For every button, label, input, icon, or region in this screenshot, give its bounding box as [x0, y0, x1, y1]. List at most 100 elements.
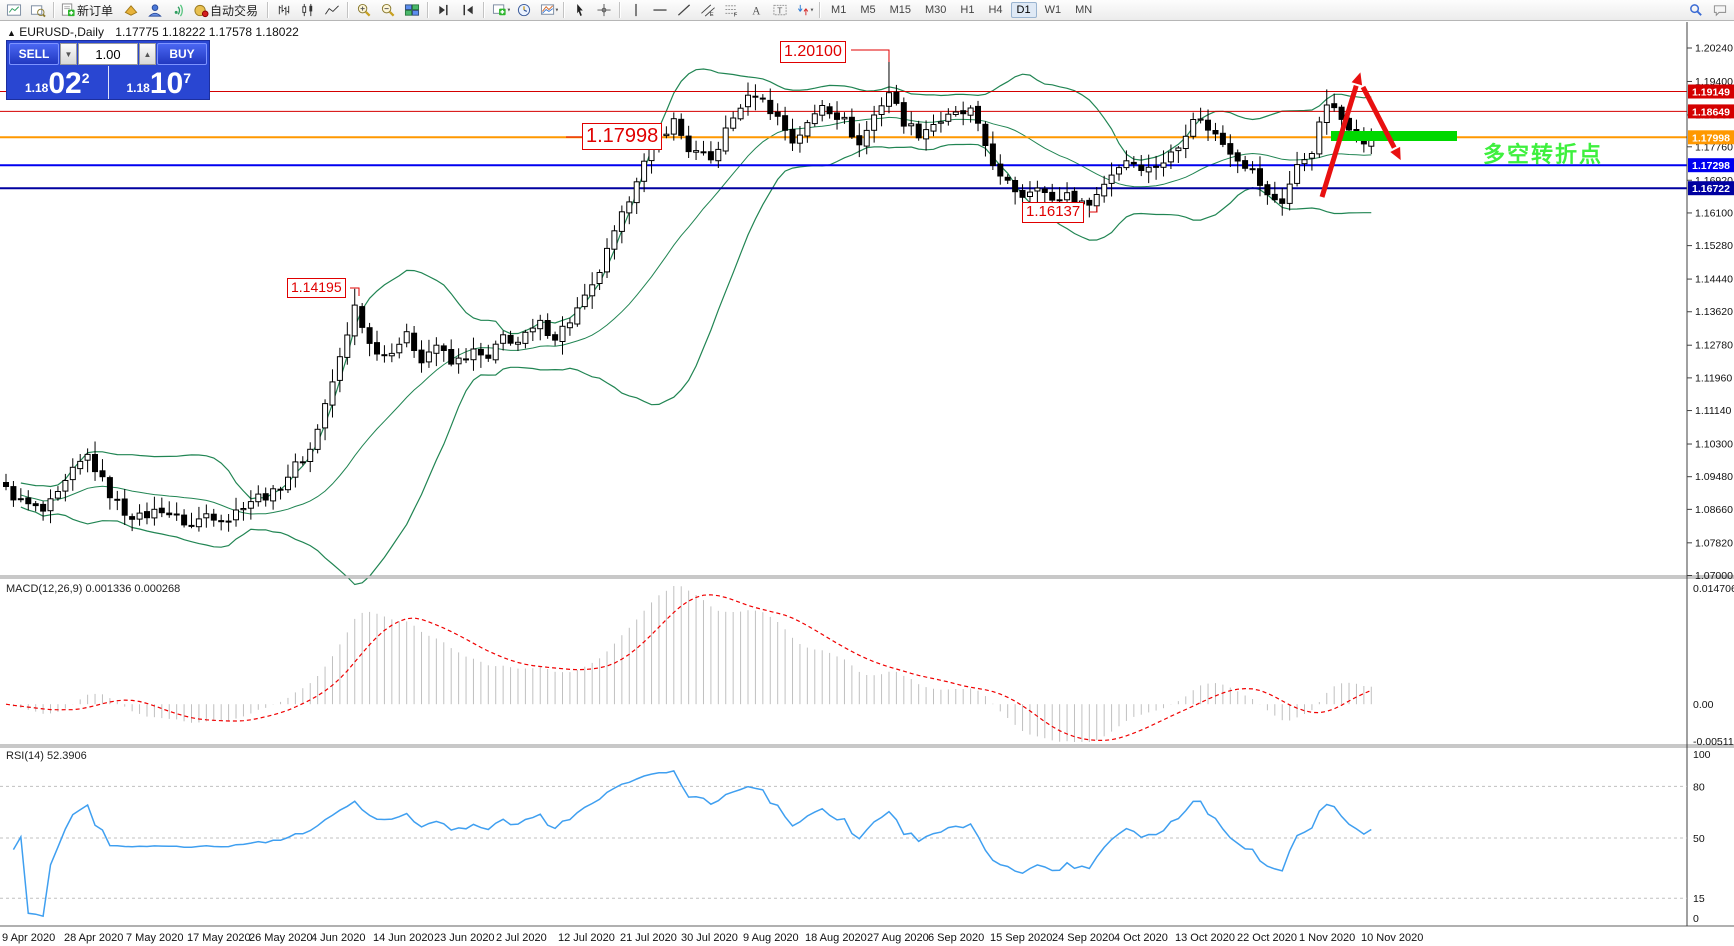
price-tick-label: 1.09480: [1695, 471, 1733, 483]
expert-advisors-button[interactable]: [119, 1, 143, 20]
candle-body: [173, 513, 180, 516]
candle-body: [1234, 152, 1241, 162]
price-annotation[interactable]: 1.16137: [1022, 202, 1085, 223]
timeframe-button-m30[interactable]: M30: [925, 4, 947, 16]
toolbar-chat-button[interactable]: [1708, 1, 1732, 20]
candlestick-chart-button[interactable]: [296, 1, 320, 20]
crosshair-button[interactable]: [592, 1, 616, 20]
candle-body: [425, 351, 432, 363]
zoom-out-button[interactable]: [376, 1, 400, 20]
signal-button[interactable]: [167, 1, 191, 20]
candle-body: [396, 343, 403, 354]
toolbar-search-button[interactable]: [1684, 1, 1708, 20]
candle-body: [626, 201, 633, 214]
support-zone-bar[interactable]: [1331, 131, 1457, 141]
shift-chart-icon: [436, 3, 452, 18]
candle-body: [1323, 104, 1330, 123]
price-tick-label: 1.11140: [1695, 405, 1732, 417]
candle-body: [1019, 190, 1026, 198]
up-trend-arrow[interactable]: [1319, 84, 1359, 198]
candle-body: [262, 493, 269, 501]
candle-body: [292, 461, 299, 478]
zoom-out-icon: [380, 3, 396, 18]
timeframe-button-w1[interactable]: W1: [1044, 4, 1062, 16]
timeframe-button-m1[interactable]: M1: [831, 4, 847, 16]
toolbar-separator: [53, 2, 55, 18]
timeframe-button-mn[interactable]: MN: [1075, 4, 1093, 16]
candle-body: [1130, 161, 1137, 165]
candle-body: [351, 304, 358, 337]
candle-body: [1219, 132, 1226, 145]
candle-body: [722, 127, 729, 152]
add-chart-button[interactable]: [488, 1, 512, 20]
candle-body: [336, 356, 343, 381]
chart-window-button[interactable]: [2, 1, 26, 20]
buy-price[interactable]: 1.18 10 7: [107, 66, 210, 99]
candle-body: [477, 348, 484, 356]
candle-body: [322, 403, 329, 429]
candle-body: [1004, 176, 1011, 181]
auto-scroll-icon: [460, 3, 476, 18]
auto-scroll-button[interactable]: [456, 1, 480, 20]
candle-body: [1316, 121, 1323, 155]
line-chart-button[interactable]: [320, 1, 344, 20]
candle-body: [1138, 164, 1145, 171]
bar-chart-button[interactable]: [272, 1, 296, 20]
candle-body: [255, 493, 262, 503]
collapse-marker-icon[interactable]: ▲: [7, 28, 16, 38]
price-tick-label: 1.07820: [1695, 537, 1733, 549]
bollinger-upper-band: [20, 68, 1372, 500]
sell-button[interactable]: SELL: [9, 43, 59, 65]
candle-body: [1160, 162, 1167, 168]
vertical-line-button[interactable]: [624, 1, 648, 20]
sell-price[interactable]: 1.18 02 2: [7, 66, 108, 99]
date-label: 18 Aug 2020: [805, 932, 867, 944]
volume-decrease-button[interactable]: ▼: [60, 43, 77, 65]
price-annotation[interactable]: 1.14195: [287, 278, 346, 298]
autotrading-button[interactable]: 自动交易: [191, 1, 264, 20]
text-button[interactable]: A: [744, 1, 768, 20]
volume-input[interactable]: 1.00: [78, 43, 138, 65]
price-annotation[interactable]: 1.20100: [780, 41, 846, 63]
candle-body: [433, 344, 440, 354]
buy-button[interactable]: BUY: [157, 43, 207, 65]
date-label: 12 Jul 2020: [558, 932, 615, 944]
candle-body: [1197, 118, 1204, 121]
candle-body: [1279, 198, 1286, 204]
arrows-button[interactable]: [792, 1, 816, 20]
text-label-button[interactable]: T: [768, 1, 792, 20]
candle-body: [893, 91, 900, 104]
sell-price-prefix: 1.18: [24, 81, 49, 95]
down-trend-arrow[interactable]: [1360, 85, 1397, 149]
timeframe-button-h1[interactable]: H1: [960, 4, 975, 16]
new-order-button[interactable]: 新订单: [58, 1, 119, 20]
shift-chart-button[interactable]: [432, 1, 456, 20]
profile-button[interactable]: [143, 1, 167, 20]
zoom-in-button[interactable]: [352, 1, 376, 20]
tile-windows-button[interactable]: [400, 1, 424, 20]
price-annotation[interactable]: 1.17998: [582, 123, 663, 150]
candle-body: [1041, 188, 1048, 193]
date-label: 23 Jun 2020: [434, 932, 495, 944]
candle-body: [997, 163, 1004, 177]
volume-increase-button[interactable]: ▲: [139, 43, 156, 65]
one-click-trade-panel: SELL ▼ 1.00 ▲ BUY 1.18 02 2 1.18 10 7: [6, 40, 210, 100]
candle-body: [937, 121, 944, 124]
horizontal-line-button[interactable]: [648, 1, 672, 20]
fibonacci-button[interactable]: F: [720, 1, 744, 20]
cursor-button[interactable]: [568, 1, 592, 20]
timeframe-button-m5[interactable]: M5: [860, 4, 876, 16]
templates-button[interactable]: [536, 1, 560, 20]
equidistant-channel-button[interactable]: E: [696, 1, 720, 20]
candle-body: [492, 343, 499, 361]
chart-search-button[interactable]: [26, 1, 50, 20]
timeframe-button-d1[interactable]: D1: [1010, 2, 1037, 18]
candle-body: [314, 428, 321, 450]
timeframe-button-h4[interactable]: H4: [988, 4, 1003, 16]
clock-button[interactable]: [512, 1, 536, 20]
date-label: 4 Oct 2020: [1114, 932, 1168, 944]
timeframe-button-m15[interactable]: M15: [889, 4, 911, 16]
trendline-button[interactable]: [672, 1, 696, 20]
note-text: 多空转折点: [1483, 142, 1604, 167]
